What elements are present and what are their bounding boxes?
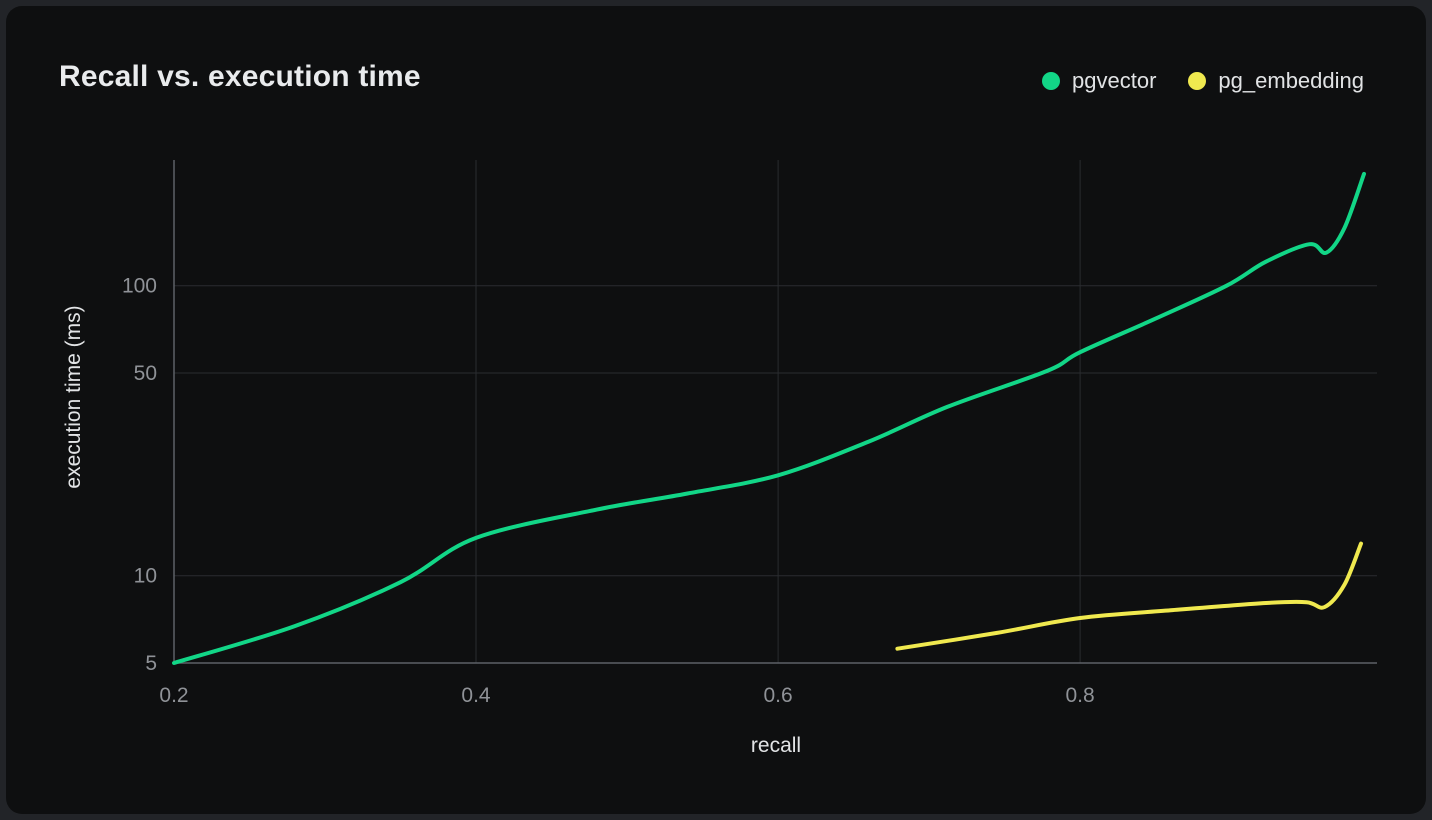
x-tick-label: 0.6 — [763, 684, 792, 707]
y-tick-label: 50 — [134, 362, 157, 385]
legend-item-pgvector[interactable]: pgvector — [1042, 68, 1156, 94]
y-tick-label: 10 — [134, 565, 157, 588]
series-line-pgvector — [172, 171, 1366, 665]
legend-item-pg-embedding[interactable]: pg_embedding — [1188, 68, 1364, 94]
chart-card: Recall vs. execution time pgvector pg_em… — [6, 6, 1426, 814]
legend-dot-pg-embedding-icon — [1188, 72, 1207, 90]
legend: pgvector pg_embedding — [1042, 68, 1364, 94]
x-tick-label: 0.2 — [159, 684, 188, 707]
legend-label-pgvector: pgvector — [1072, 68, 1157, 93]
series-line-pg_embedding — [895, 541, 1363, 651]
y-tick-label: 100 — [122, 275, 157, 298]
legend-dot-pgvector-icon — [1042, 72, 1061, 90]
chart-title: Recall vs. execution time — [59, 60, 421, 93]
x-tick-label: 0.8 — [1065, 684, 1094, 707]
legend-label-pg-embedding: pg_embedding — [1218, 68, 1364, 93]
y-tick-label: 5 — [145, 652, 157, 675]
line-chart-plot: 0.2 0.4 0.6 0.8 5 10 50 100 — [122, 160, 1377, 707]
x-axis-title: recall — [750, 734, 802, 757]
x-tick-label: 0.4 — [461, 684, 491, 707]
